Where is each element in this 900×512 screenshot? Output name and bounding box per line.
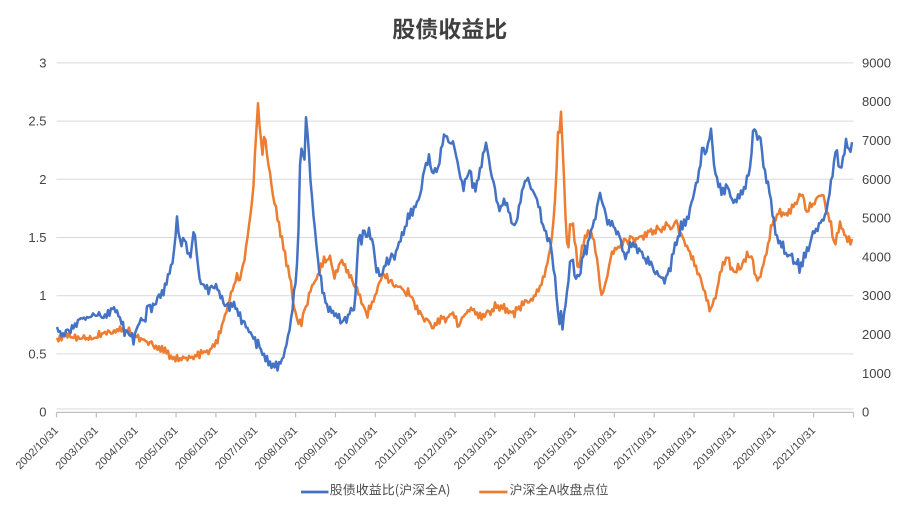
svg-text:5000: 5000 — [862, 211, 891, 226]
svg-text:0: 0 — [39, 405, 46, 420]
svg-text:2000: 2000 — [862, 327, 891, 342]
svg-text:9000: 9000 — [862, 55, 891, 70]
svg-text:2.5: 2.5 — [28, 114, 46, 129]
svg-text:1.5: 1.5 — [28, 230, 46, 245]
svg-text:8000: 8000 — [862, 94, 891, 109]
svg-text:3: 3 — [39, 55, 46, 70]
svg-text:1000: 1000 — [862, 366, 891, 381]
svg-text:4000: 4000 — [862, 249, 891, 264]
svg-text:3000: 3000 — [862, 288, 891, 303]
svg-text:0.5: 0.5 — [28, 346, 46, 361]
svg-text:2: 2 — [39, 172, 46, 187]
svg-text:0: 0 — [862, 405, 869, 420]
svg-text:7000: 7000 — [862, 133, 891, 148]
svg-text:1: 1 — [39, 288, 46, 303]
svg-text:6000: 6000 — [862, 172, 891, 187]
